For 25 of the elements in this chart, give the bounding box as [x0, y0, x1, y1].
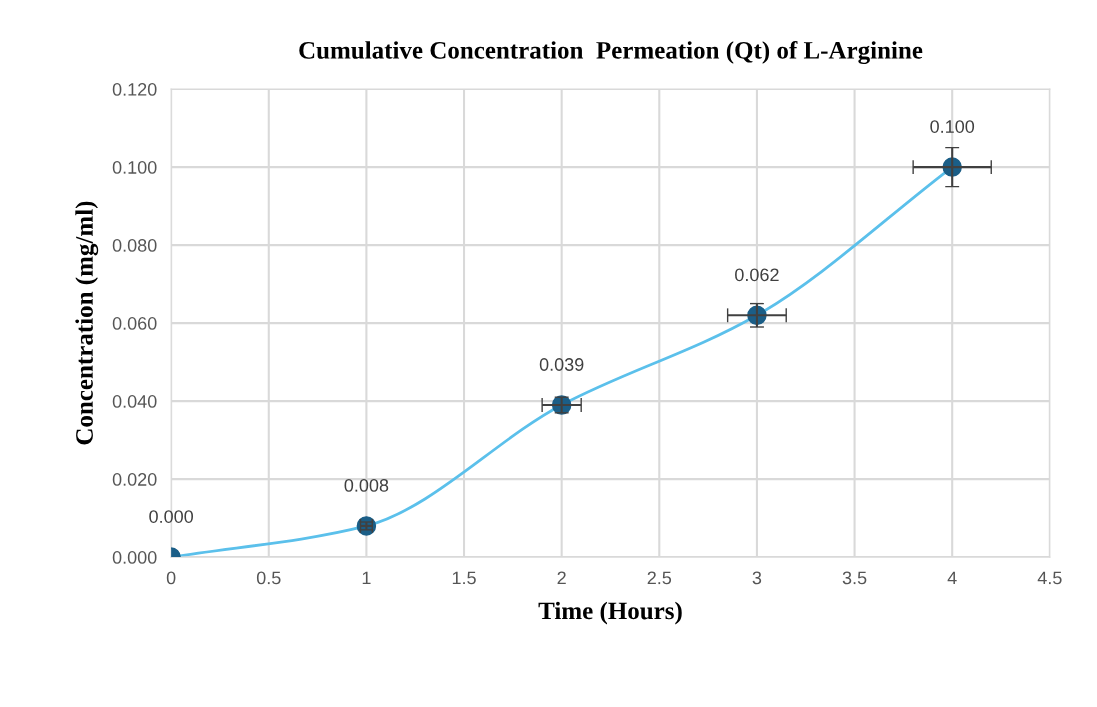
chart-title: Cumulative Concentration Permeation (Qt) of L-Arginine: [299, 40, 923, 65]
data-label: 0.000: [149, 510, 194, 523]
data-label: 0.039: [539, 358, 584, 371]
y-axis-title: Concentration (mg/ml): [75, 201, 99, 445]
x-axis-title: Time (Hours): [538, 601, 682, 625]
x-tick-label: 1: [362, 571, 371, 585]
y-tick-label: 0.000: [112, 551, 157, 564]
y-tick-label: 0.060: [112, 317, 157, 330]
y-tick-label: 0.040: [112, 395, 157, 408]
data-label: 0.100: [930, 120, 975, 133]
y-tick-label: 0.120: [112, 83, 157, 96]
x-tick-label: 2.5: [647, 571, 672, 585]
x-tick-label: 3.5: [842, 571, 867, 585]
y-tick-label: 0.020: [112, 473, 157, 486]
x-tick-label: 0: [166, 571, 176, 585]
data-label: 0.062: [735, 268, 779, 282]
x-tick-label: 3: [752, 571, 762, 585]
x-tick-label: 2: [557, 571, 566, 585]
x-tick-label: 0.5: [256, 571, 281, 585]
y-tick-label: 0.080: [112, 239, 157, 252]
x-tick-label: 4.5: [1037, 571, 1062, 585]
x-tick-label: 1.5: [452, 571, 476, 585]
x-tick-label: 4: [947, 571, 957, 585]
y-tick-label: 0.100: [112, 161, 157, 174]
data-label: 0.008: [344, 479, 389, 492]
